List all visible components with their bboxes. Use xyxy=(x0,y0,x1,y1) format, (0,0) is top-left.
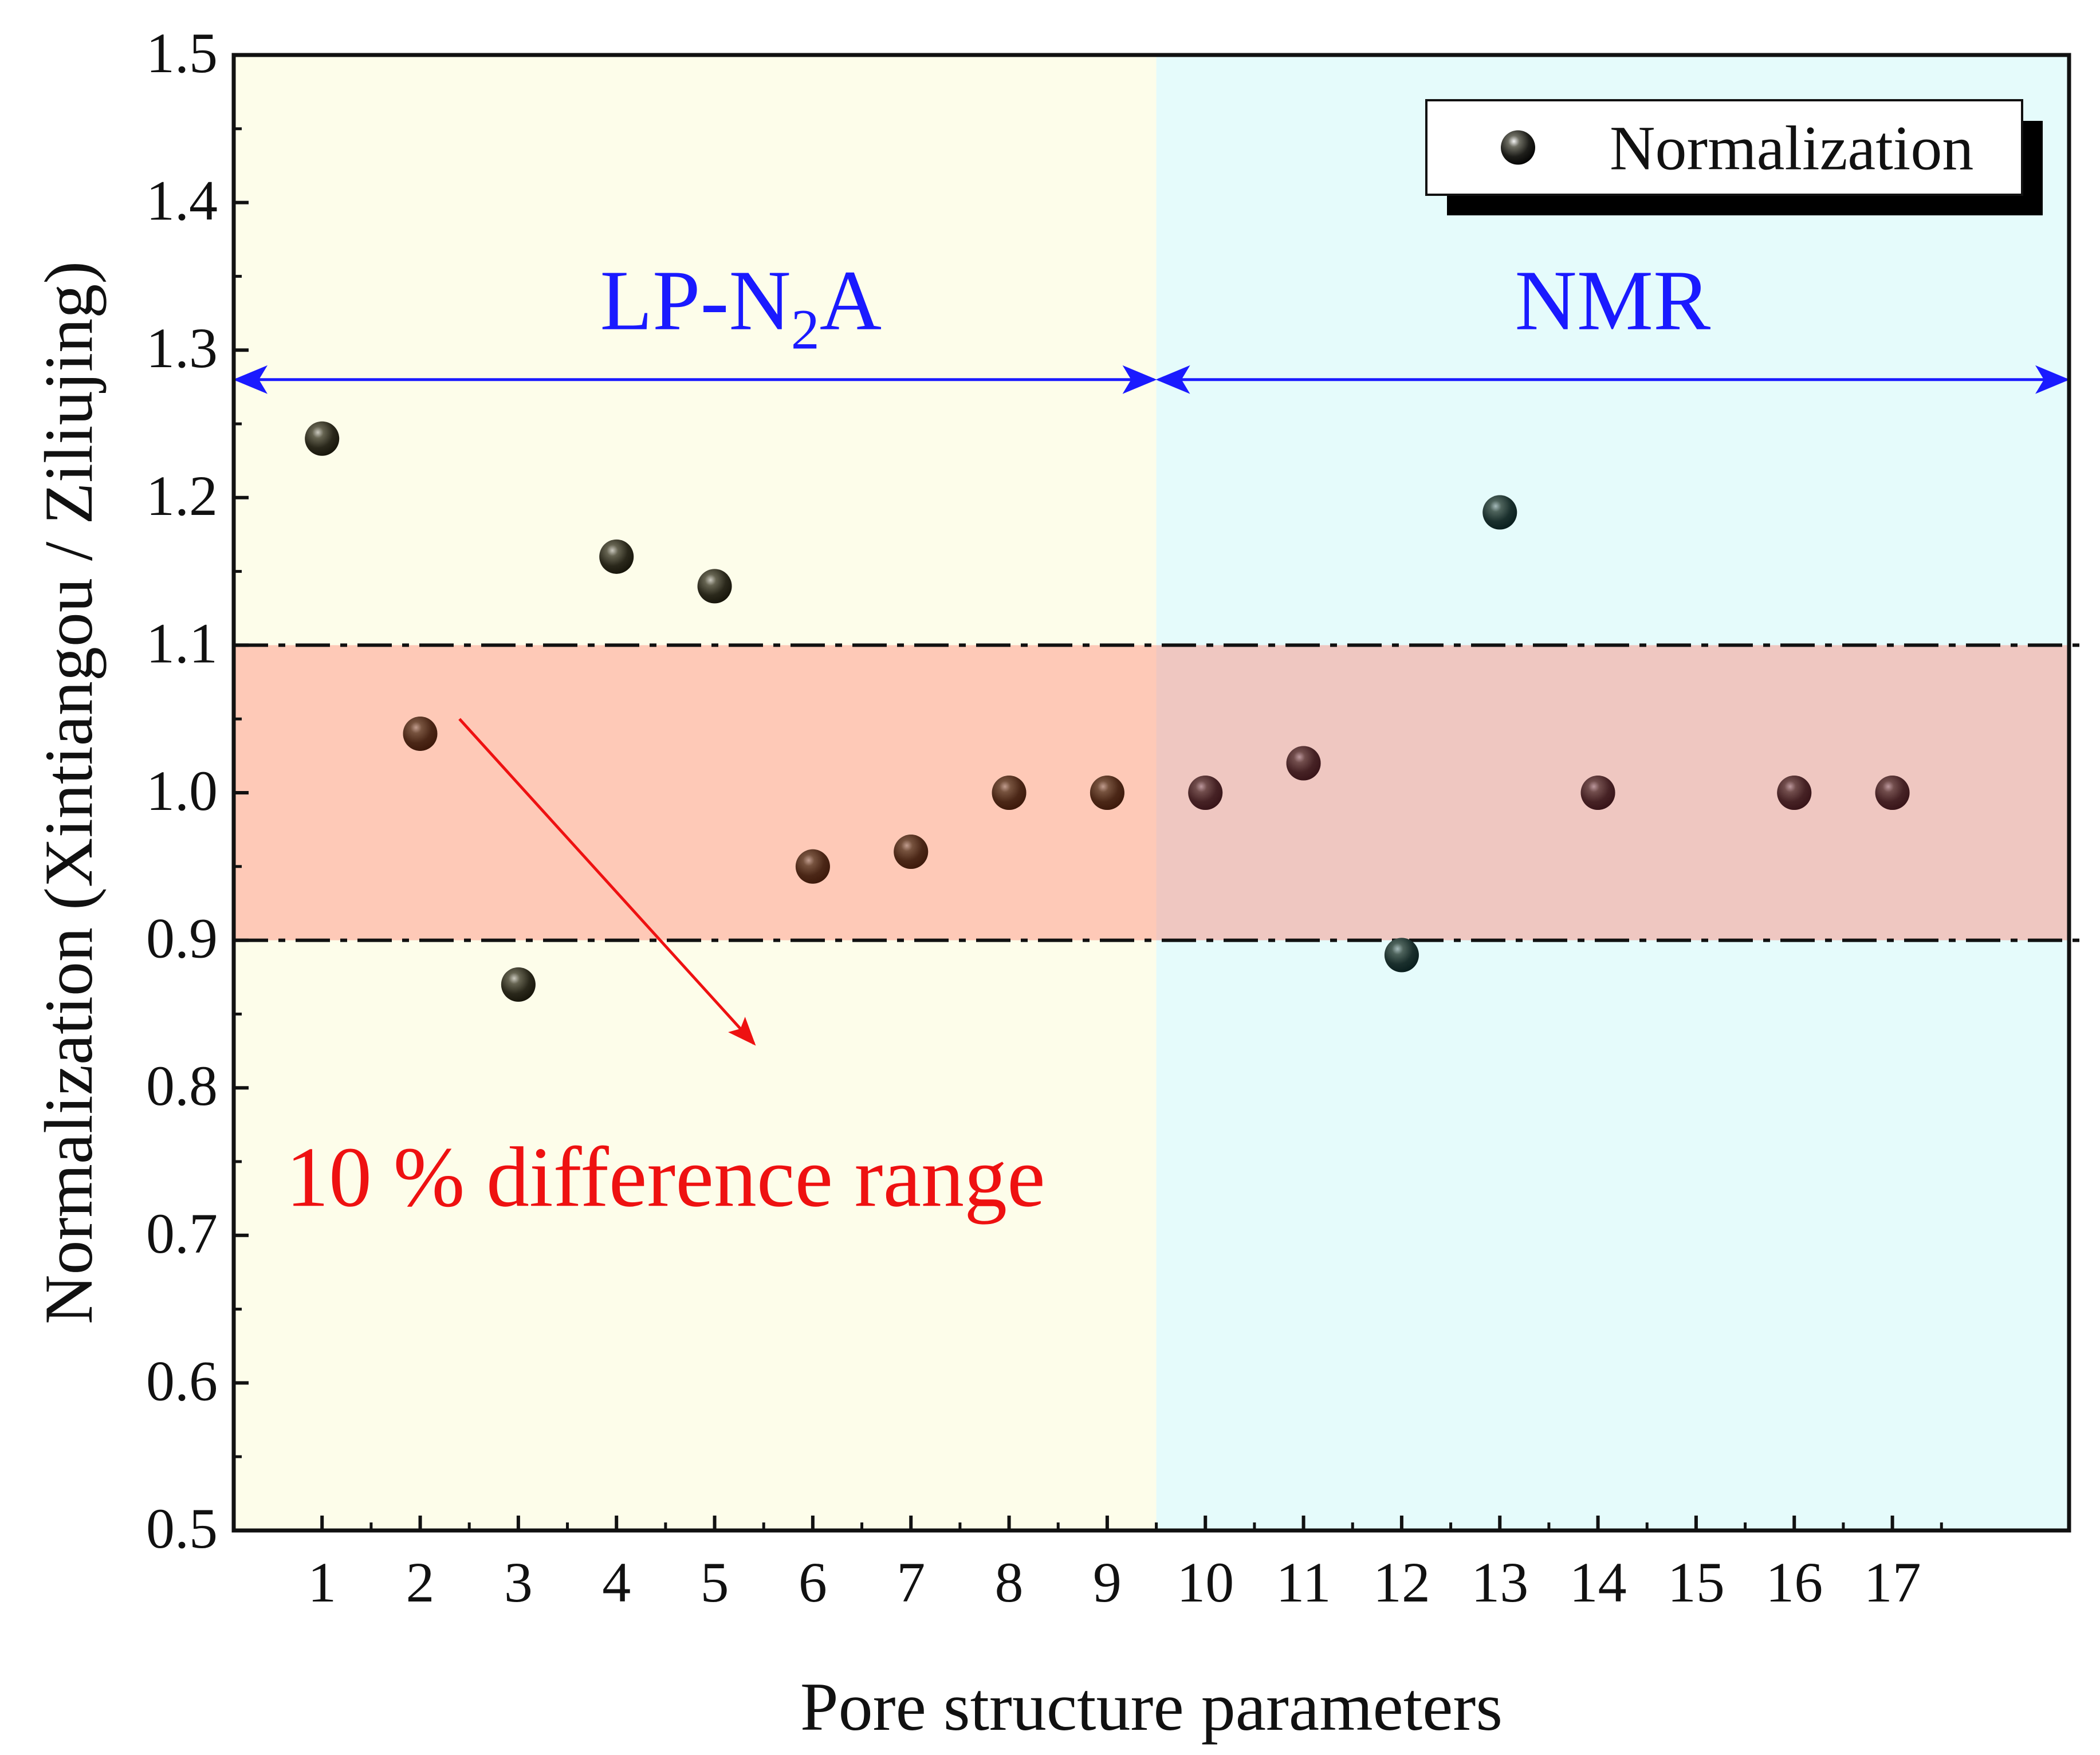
y-tick-label: 0.6 xyxy=(146,1349,218,1412)
y-axis-title: Normalization (Xintiangou / Ziliujing) xyxy=(30,261,107,1324)
data-point-tint xyxy=(1777,776,1812,810)
x-tick-label: 6 xyxy=(799,1551,827,1614)
data-point xyxy=(894,835,929,869)
data-point-tint xyxy=(1188,776,1223,810)
data-point-tint xyxy=(992,776,1027,810)
data-point-tint xyxy=(1875,776,1910,810)
y-tick-label: 0.7 xyxy=(146,1202,218,1265)
region-label-nmr: NMR xyxy=(1515,253,1710,348)
data-point-tint xyxy=(403,716,438,751)
data-points xyxy=(305,421,1910,1002)
data-point xyxy=(1482,495,1517,530)
y-tick-label: 0.8 xyxy=(146,1054,218,1117)
data-point xyxy=(1384,938,1419,973)
plot-frame xyxy=(231,53,2071,1533)
x-axis-title: Pore structure parameters xyxy=(800,1669,1503,1745)
y-tick-label: 1.3 xyxy=(146,316,218,380)
data-point-tint xyxy=(1090,776,1124,810)
x-tick-label: 9 xyxy=(1093,1551,1122,1614)
x-tick-label: 10 xyxy=(1177,1551,1234,1614)
x-tick-label: 14 xyxy=(1570,1551,1627,1614)
data-point-tint xyxy=(501,967,536,1002)
data-point xyxy=(599,539,634,574)
x-tick-label: 7 xyxy=(896,1551,925,1614)
x-tick-label: 12 xyxy=(1373,1551,1430,1614)
x-tick-label: 3 xyxy=(504,1551,533,1614)
y-tick-label: 1.2 xyxy=(146,464,218,528)
data-point-tint xyxy=(599,539,634,574)
x-tick-label: 17 xyxy=(1864,1551,1921,1614)
x-tick-label: 16 xyxy=(1765,1551,1823,1614)
data-point-tint xyxy=(1286,746,1321,781)
data-point xyxy=(305,421,340,456)
x-axis-ticks: 1 2 3 4 5 6 7 8 9 10 11 12 13 14 15 16 17 xyxy=(308,1516,1943,1614)
x-tick-label: 13 xyxy=(1471,1551,1528,1614)
data-point xyxy=(1286,746,1321,781)
data-point xyxy=(1090,776,1124,810)
data-point xyxy=(697,569,732,604)
legend-label: Normalization xyxy=(1610,113,1973,183)
legend: Normalization xyxy=(1425,99,2043,215)
data-point-tint xyxy=(1482,495,1517,530)
y-tick-label: 0.9 xyxy=(146,907,218,970)
x-tick-label: 11 xyxy=(1276,1551,1331,1614)
x-tick-label: 2 xyxy=(406,1551,435,1614)
data-point xyxy=(1580,776,1615,810)
y-tick-label: 0.5 xyxy=(146,1497,218,1560)
x-tick-label: 4 xyxy=(602,1551,631,1614)
y-tick-label: 1.1 xyxy=(146,611,218,675)
x-tick-label: 1 xyxy=(308,1551,336,1614)
data-point-tint xyxy=(1580,776,1615,810)
x-tick-label: 8 xyxy=(995,1551,1024,1614)
data-point xyxy=(1777,776,1812,810)
legend-marker xyxy=(1501,130,1535,165)
y-axis-ticks: 0.5 0.6 0.7 0.8 0.9 1.0 1.1 1.2 1.3 1.4 1.5 xyxy=(146,21,249,1560)
data-point xyxy=(795,849,830,884)
data-point xyxy=(992,776,1027,810)
y-tick-label: 1.0 xyxy=(146,759,218,823)
band-label: 10 % difference range xyxy=(286,1130,1045,1225)
data-point xyxy=(403,716,438,751)
data-point-tint xyxy=(305,421,340,456)
data-point xyxy=(1188,776,1223,810)
x-tick-label: 15 xyxy=(1668,1551,1725,1614)
data-point-tint xyxy=(894,835,929,869)
y-tick-label: 1.5 xyxy=(146,21,218,85)
difference-band xyxy=(234,645,2069,941)
band-pointer-arrow xyxy=(458,718,756,1046)
data-point-tint xyxy=(1384,938,1419,973)
data-point xyxy=(1875,776,1910,810)
data-point-tint xyxy=(795,849,830,884)
x-tick-label: 5 xyxy=(701,1551,729,1614)
y-tick-label: 1.4 xyxy=(146,169,218,233)
data-point xyxy=(501,967,536,1002)
data-point-tint xyxy=(697,569,732,604)
region-label-lp-n2a: LP-N2A xyxy=(600,253,882,361)
